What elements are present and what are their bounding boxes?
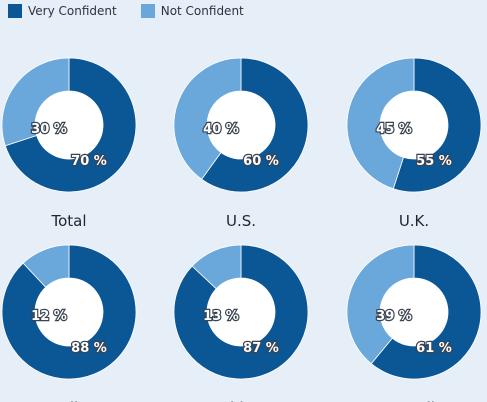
donut-china: 87 % 13 % China	[173, 244, 309, 402]
legend-item-very-confident: Very Confident	[8, 4, 117, 18]
data-label-very-confident-china: 87 %	[243, 341, 279, 356]
donut-u-s: 60 % 40 % U.S.	[173, 57, 309, 230]
donut-hole-total	[35, 91, 103, 159]
data-label-very-confident-u-s: 60 %	[243, 154, 279, 169]
data-label-not-confident-u-k: 45 %	[376, 122, 412, 137]
legend-swatch-very-confident	[8, 4, 22, 18]
legend-swatch-not-confident	[140, 4, 155, 18]
legend-label-not-confident: Not Confident	[160, 4, 244, 18]
donut-hole-brazil	[380, 278, 448, 346]
category-label-brazil: Brazil	[393, 399, 435, 402]
data-label-very-confident-total: 70 %	[71, 154, 107, 169]
donut-hole-india	[35, 278, 103, 346]
legend-item-not-confident: Not Confident	[140, 4, 244, 18]
data-label-not-confident-brazil: 39 %	[376, 309, 412, 324]
data-label-not-confident-total: 30 %	[31, 122, 67, 137]
category-label-u-s: U.S.	[226, 212, 256, 230]
legend: Very Confident Not Confident	[8, 4, 262, 18]
donut-hole-u-s	[207, 91, 275, 159]
data-label-very-confident-brazil: 61 %	[416, 341, 452, 356]
category-label-china: China	[220, 399, 263, 402]
donut-india: 88 % 12 % India	[1, 244, 137, 402]
legend-label-very-confident: Very Confident	[28, 4, 117, 18]
donut-hole-u-k	[380, 91, 448, 159]
category-label-u-k: U.K.	[399, 212, 429, 230]
data-label-not-confident-u-s: 40 %	[203, 122, 239, 137]
category-label-total: Total	[50, 212, 86, 230]
category-label-india: India	[51, 399, 88, 402]
data-label-not-confident-china: 13 %	[203, 309, 239, 324]
donut-hole-china	[207, 278, 275, 346]
data-label-very-confident-india: 88 %	[71, 341, 107, 356]
slice-not-confident-u-k	[346, 57, 415, 190]
donut-total: 70 % 30 % Total	[1, 57, 137, 230]
donut-brazil: 61 % 39 % Brazil	[346, 244, 482, 402]
data-label-not-confident-india: 12 %	[31, 309, 67, 324]
data-label-very-confident-u-k: 55 %	[416, 154, 452, 169]
donut-u-k: 55 % 45 % U.K.	[346, 57, 482, 230]
